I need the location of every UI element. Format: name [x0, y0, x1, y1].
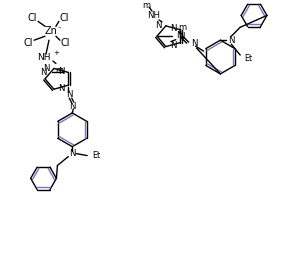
Text: N: N: [228, 36, 235, 45]
Text: +: +: [53, 50, 59, 56]
Text: N: N: [66, 90, 73, 99]
Text: m: m: [142, 1, 150, 10]
Text: N: N: [58, 84, 64, 93]
Text: m: m: [55, 66, 64, 75]
Text: N: N: [178, 32, 184, 41]
Text: Cl: Cl: [27, 13, 37, 23]
Text: --: --: [58, 25, 62, 30]
Text: Cl: Cl: [60, 38, 69, 48]
Text: N: N: [40, 68, 47, 77]
Text: N: N: [170, 41, 176, 50]
Text: N: N: [58, 67, 64, 76]
Text: NH: NH: [37, 53, 51, 62]
Text: Cl: Cl: [24, 38, 33, 48]
Text: Et: Et: [92, 151, 100, 160]
Text: Zn: Zn: [44, 26, 58, 36]
Text: Et: Et: [244, 53, 252, 62]
Text: Cl: Cl: [59, 13, 69, 23]
Text: N: N: [69, 149, 76, 158]
Text: NH: NH: [147, 12, 160, 21]
Text: N: N: [176, 31, 182, 40]
Text: m: m: [179, 23, 187, 32]
Text: N: N: [170, 24, 176, 33]
Text: N: N: [155, 21, 162, 30]
Text: N: N: [43, 64, 50, 73]
Text: N: N: [191, 39, 197, 48]
Text: N: N: [69, 102, 76, 110]
